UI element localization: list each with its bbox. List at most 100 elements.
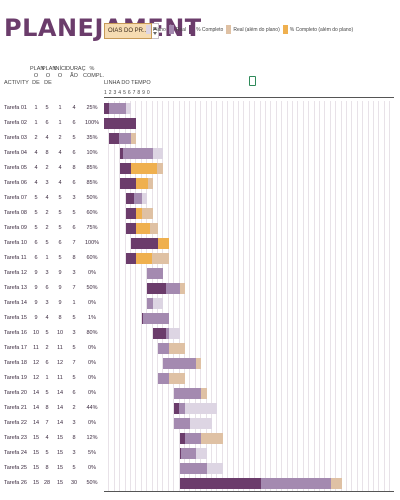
table-row[interactable]: Tarefa 12 9 3 9 3 0% (0, 266, 400, 281)
gantt-grid-cell (239, 431, 245, 446)
gantt-grid-cell (142, 416, 148, 431)
gantt-grid-cell (126, 476, 131, 491)
gantt-grid-cell (196, 161, 202, 176)
table-row[interactable]: Tarefa 18 12 6 12 7 0% (0, 356, 400, 371)
table-row[interactable]: Tarefa 09 5 2 5 6 75% (0, 221, 400, 236)
today-marker-icon[interactable] (249, 76, 256, 86)
real-beyond-plan-bar (136, 253, 169, 264)
gantt-grid-cell (239, 146, 245, 161)
gantt-grid-cell (120, 206, 126, 221)
gantt-grid-cell (282, 206, 288, 221)
percent-complete-bar (174, 403, 179, 414)
period-selector[interactable]: OIAS DO PR... (104, 22, 160, 40)
gantt-grid-cell (142, 446, 148, 461)
gantt-grid-cell (320, 386, 326, 401)
table-row[interactable]: Tarefa 16 10 5 10 3 80% (0, 326, 400, 341)
gantt-grid-cell (309, 191, 315, 206)
table-row[interactable]: Tarefa 15 9 4 8 5 1% (0, 311, 400, 326)
table-row[interactable]: Tarefa 03 2 4 2 5 35% (0, 131, 400, 146)
gantt-grid-cell (277, 341, 283, 356)
gantt-grid-cell (250, 326, 256, 341)
table-row[interactable]: Tarefa 01 1 5 1 4 25% (0, 101, 400, 116)
gantt-grid-cell (120, 401, 126, 416)
table-row[interactable]: Tarefa 06 4 3 4 6 85% (0, 176, 400, 191)
gantt-grid-cell (212, 176, 218, 191)
gantt-grid-cell (201, 311, 207, 326)
gantt-grid-cell (228, 221, 234, 236)
real-duration: 6 (72, 180, 76, 186)
gantt-grid-cell (169, 101, 175, 116)
period-selector-value[interactable]: OIAS DO PR... (104, 23, 153, 39)
gantt-grid-cell (190, 221, 196, 236)
real-duration: 7 (72, 360, 76, 366)
table-row[interactable]: Tarefa 02 1 6 1 6 100% (0, 116, 400, 131)
gantt-grid-cell (363, 281, 369, 296)
gantt-grid-cell (207, 206, 212, 221)
gantt-grid-cell (315, 281, 320, 296)
gantt-grid-cell (120, 416, 126, 431)
gantt-grid-cell (109, 296, 115, 311)
gantt-grid-cell (266, 191, 272, 206)
gantt-grid-cell (320, 251, 326, 266)
table-row[interactable]: Tarefa 17 11 2 11 5 0% (0, 341, 400, 356)
chevron-up-icon[interactable] (153, 27, 158, 30)
gantt-grid-cell (293, 251, 299, 266)
gantt-grid-cell (347, 461, 353, 476)
gantt-grid-cell (158, 206, 164, 221)
gantt-grid-cell (217, 206, 223, 221)
gantt-grid-cell (244, 356, 250, 371)
gantt-grid-cell (304, 101, 310, 116)
gantt-grid-cell (223, 311, 229, 326)
gantt-grid-cell (115, 386, 121, 401)
gantt-grid-cell (277, 461, 283, 476)
gantt-grid-cell (342, 416, 347, 431)
table-row[interactable]: Tarefa 22 14 7 14 3 0% (0, 416, 400, 431)
gantt-grid-cell (244, 386, 250, 401)
table-row[interactable]: Tarefa 11 6 1 5 8 60% (0, 251, 400, 266)
table-row[interactable]: Tarefa 14 9 3 9 1 0% (0, 296, 400, 311)
gantt-grid-cell (261, 371, 266, 386)
gantt-grid-cell (255, 371, 261, 386)
gantt-grid-cell (298, 326, 304, 341)
gantt-grid-cell (109, 221, 115, 236)
table-row[interactable]: Tarefa 13 9 6 9 7 50% (0, 281, 400, 296)
chevron-down-icon[interactable] (153, 32, 158, 35)
gantt-grid-cell (315, 416, 320, 431)
table-row[interactable]: Tarefa 21 14 8 14 2 44% (0, 401, 400, 416)
table-row[interactable]: Tarefa 04 4 8 4 6 10% (0, 146, 400, 161)
gantt-grid-cell (255, 386, 261, 401)
table-row[interactable]: Tarefa 10 6 5 6 7 100% (0, 236, 400, 251)
gantt-grid-cell (325, 236, 331, 251)
table-row[interactable]: Tarefa 07 5 4 5 3 50% (0, 191, 400, 206)
table-row[interactable]: Tarefa 20 14 5 14 6 0% (0, 386, 400, 401)
gantt-grid-cell (126, 266, 131, 281)
gantt-grid-cell (374, 191, 380, 206)
gantt-grid-cell (325, 146, 331, 161)
table-row[interactable]: Tarefa 19 12 1 11 5 0% (0, 371, 400, 386)
table-row[interactable]: Tarefa 26 15 28 15 30 50% (0, 476, 400, 491)
gantt-grid-cell (244, 281, 250, 296)
gantt-grid-cell (255, 146, 261, 161)
gantt-grid-cell (325, 326, 331, 341)
percent-complete: 50% (86, 195, 98, 201)
table-row[interactable]: Tarefa 24 15 5 15 3 5% (0, 446, 400, 461)
gantt-grid-cell (239, 266, 245, 281)
gantt-grid-cell (298, 281, 304, 296)
gantt-grid-cell (142, 116, 148, 131)
gantt-grid-cell (288, 446, 293, 461)
gantt-grid-cell (385, 416, 391, 431)
table-row[interactable]: Tarefa 25 15 8 15 5 0% (0, 461, 400, 476)
gantt-grid-cell (136, 296, 142, 311)
gantt-grid-cell (244, 206, 250, 221)
gantt-grid-cell (282, 461, 288, 476)
table-row[interactable]: Tarefa 23 15 4 15 8 12% (0, 431, 400, 446)
period-stepper[interactable] (152, 23, 160, 39)
legend-swatch (282, 25, 288, 34)
table-row[interactable]: Tarefa 05 4 2 4 8 85% (0, 161, 400, 176)
gantt-grid-cell (217, 236, 223, 251)
gantt-grid-cell (358, 101, 364, 116)
gantt-grid-cell (293, 401, 299, 416)
gantt-grid-cell (239, 206, 245, 221)
table-row[interactable]: Tarefa 08 5 2 5 5 60% (0, 206, 400, 221)
gantt-grid-cell (271, 101, 277, 116)
